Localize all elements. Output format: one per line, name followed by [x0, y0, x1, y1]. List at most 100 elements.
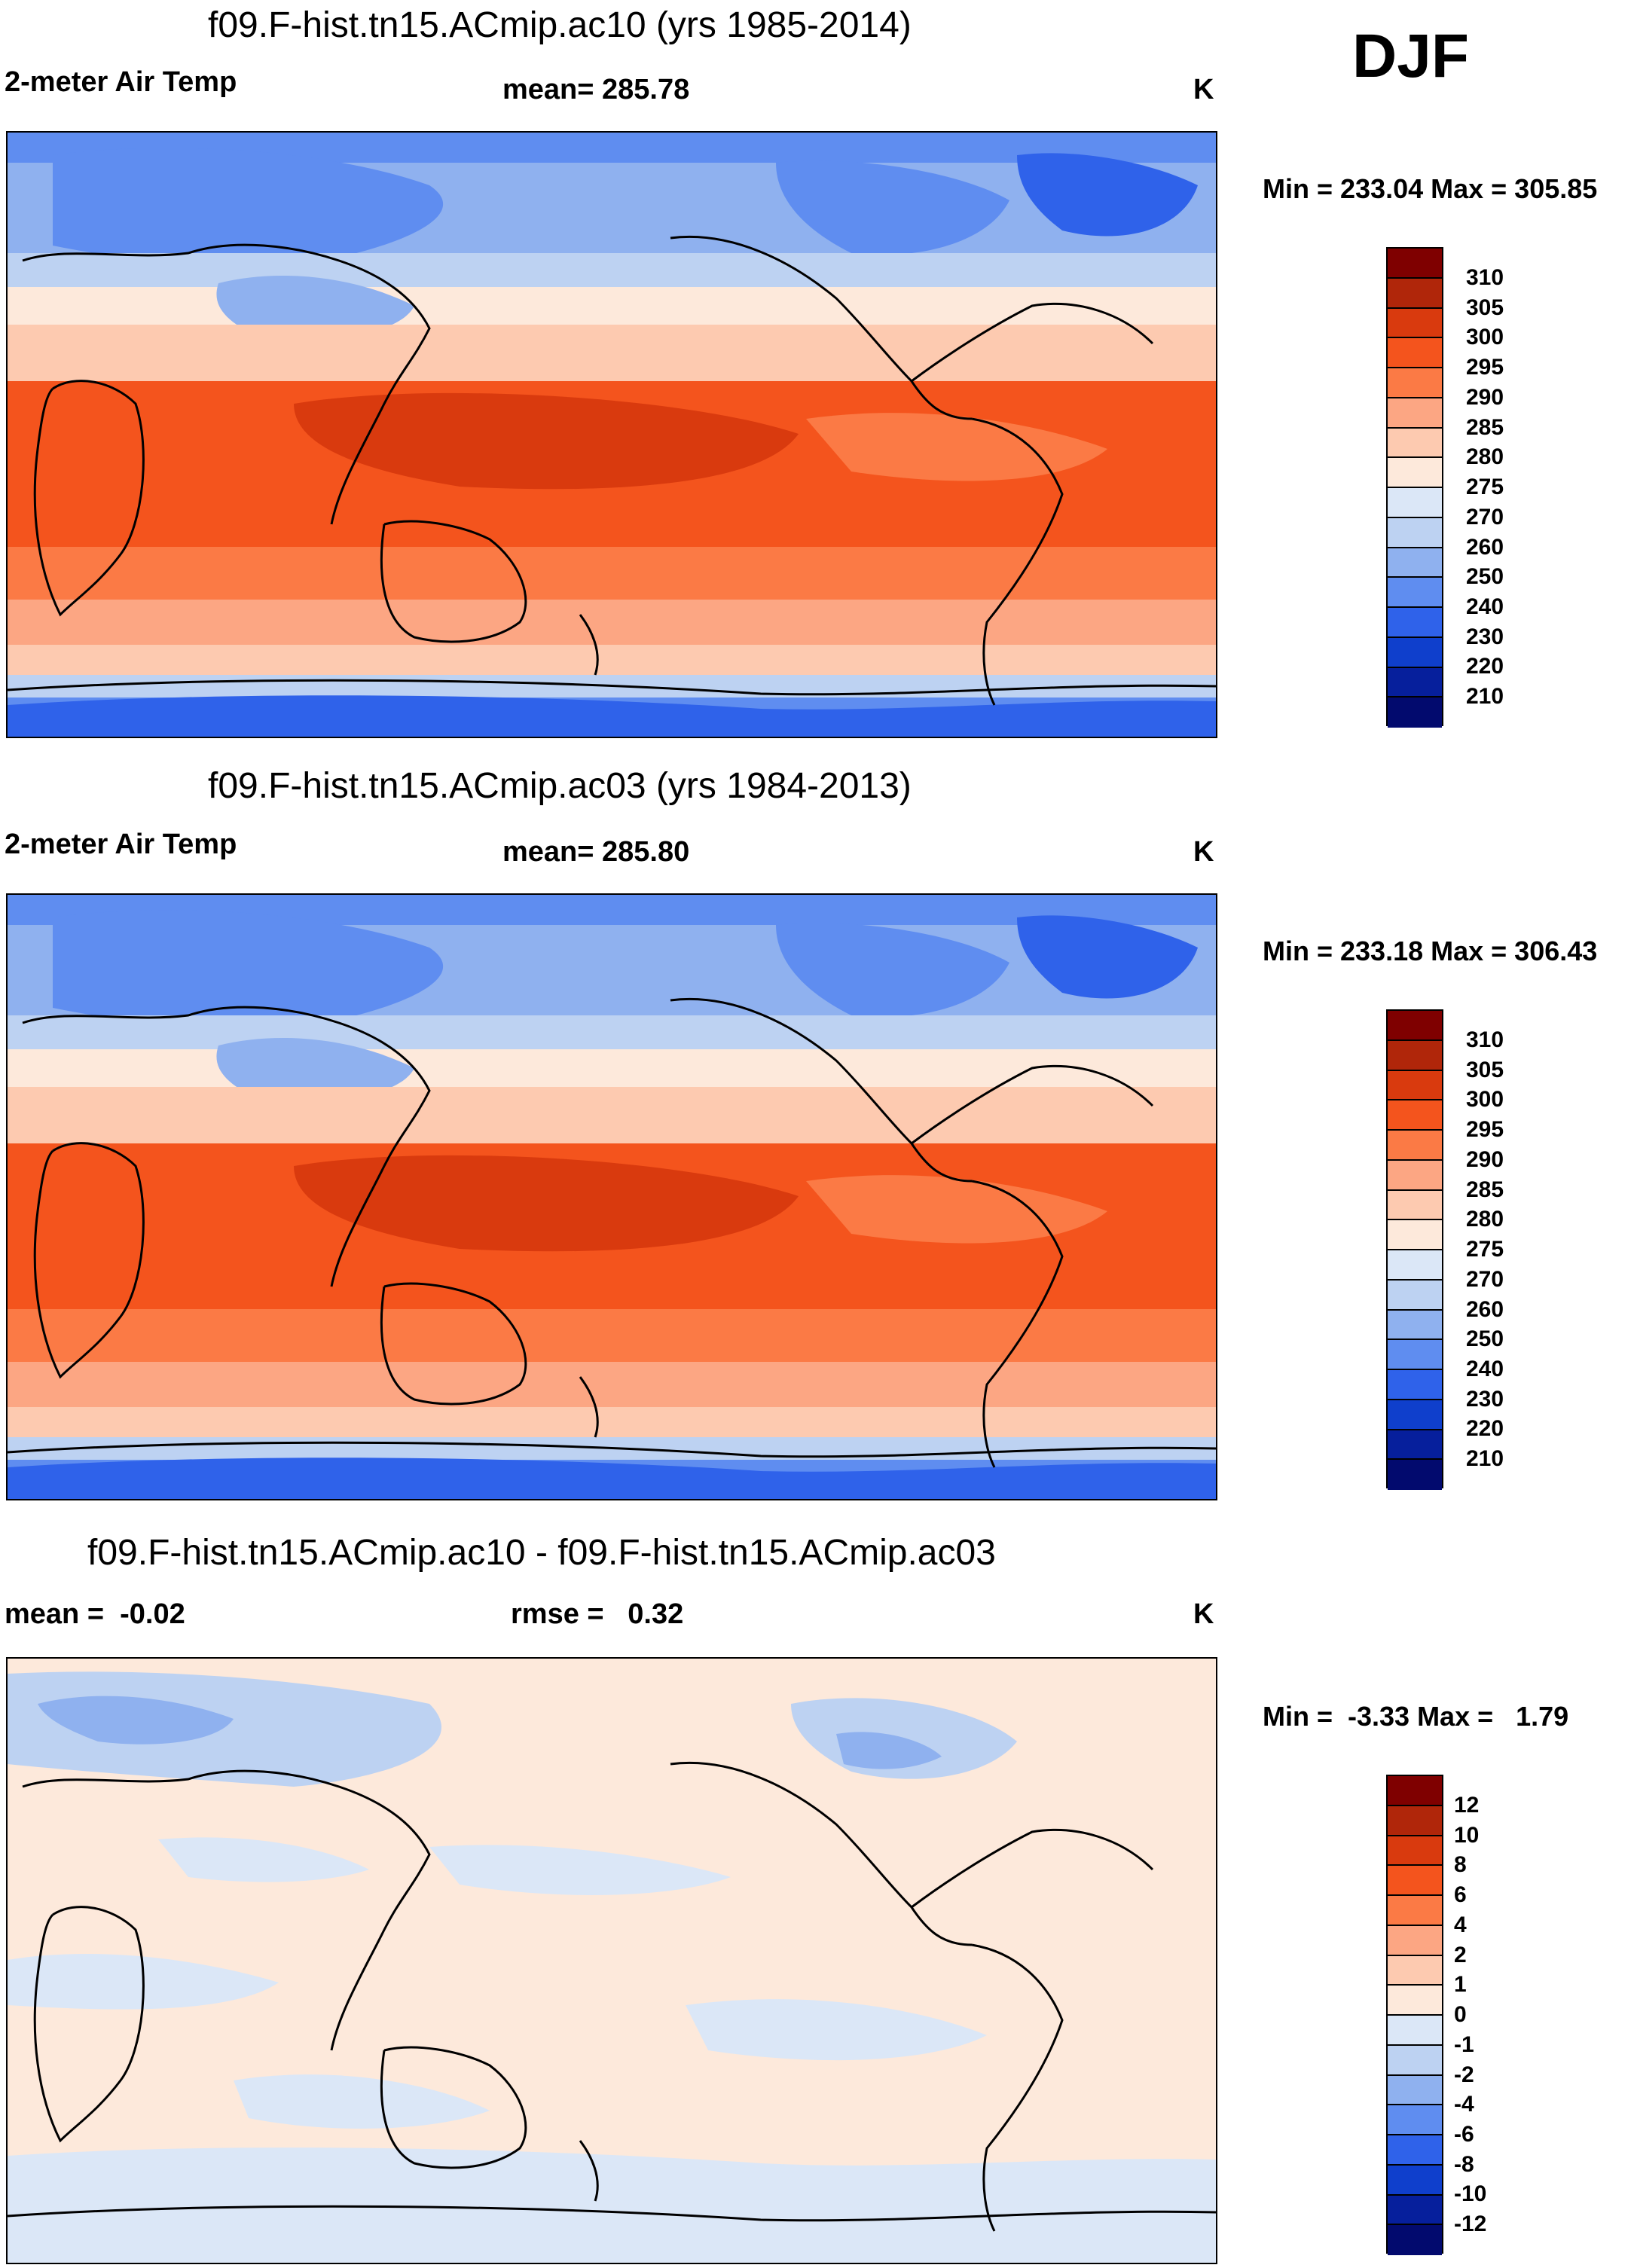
colorbar-tick-label: 295 [1466, 1117, 1504, 1142]
colorbar-cell [1388, 2135, 1442, 2166]
colorbar-cell [1388, 517, 1442, 548]
colorbar-cell [1388, 1160, 1442, 1191]
colorbar-tick-label: 270 [1466, 1267, 1504, 1292]
colorbar-cell [1388, 2075, 1442, 2106]
colorbar-cell [1388, 398, 1442, 429]
colorbar-cell [1388, 278, 1442, 309]
colorbar-tick-label: 295 [1466, 355, 1504, 380]
colorbar-tick-label: 280 [1466, 444, 1504, 469]
colorbar-cell [1388, 338, 1442, 368]
colorbar-cell [1388, 249, 1442, 279]
colorbar-cell [1388, 2016, 1442, 2046]
colorbar-tick-label: 240 [1466, 594, 1504, 619]
colorbar-cell [1388, 1866, 1442, 1896]
colorbar-cell [1388, 368, 1442, 398]
panel2-variable-label: 2-meter Air Temp [5, 829, 237, 860]
colorbar-cell [1388, 1776, 1442, 1806]
colorbar-cell [1388, 697, 1442, 728]
colorbar-cell [1388, 1250, 1442, 1281]
colorbar-cell [1388, 1220, 1442, 1250]
colorbar-cell [1388, 1925, 1442, 1956]
colorbar-cell [1388, 1986, 1442, 2016]
colorbar-cell [1388, 608, 1442, 638]
colorbar-tick-label: 270 [1466, 505, 1504, 530]
colorbar-tick-label: 250 [1466, 1326, 1504, 1351]
colorbar-tick-label: 280 [1466, 1207, 1504, 1232]
colorbar-tick-label: 300 [1466, 1087, 1504, 1112]
colorbar-cell [1388, 2195, 1442, 2226]
panel1-minmax: Min = 233.04 Max = 305.85 [1263, 173, 1598, 204]
panel3-minmax: Min = -3.33 Max = 1.79 [1263, 1701, 1569, 1732]
colorbar-tick-label: 210 [1466, 1446, 1504, 1471]
colorbar-tick-label: 240 [1466, 1357, 1504, 1381]
colorbar-cell [1388, 1280, 1442, 1311]
colorbar-tick-label: 2 [1454, 1943, 1467, 1967]
panel3-units: K [1193, 1598, 1214, 1630]
colorbar-tick-label: -2 [1454, 2062, 1474, 2087]
colorbar-cell [1388, 667, 1442, 698]
colorbar-cell [1388, 1836, 1442, 1867]
colorbar-tick-label: 310 [1466, 1027, 1504, 1052]
colorbar-cell [1388, 1370, 1442, 1400]
colorbar-tick-label: 12 [1454, 1793, 1480, 1818]
panel1-map-field [8, 133, 1216, 737]
colorbar-cell [1388, 488, 1442, 518]
colorbar-tick-label: -8 [1454, 2152, 1474, 2177]
colorbar-cell [1388, 458, 1442, 488]
colorbar-tick-label: 310 [1466, 265, 1504, 290]
colorbar-cell [1388, 2045, 1442, 2076]
panel1-title: f09.F-hist.tn15.ACmip.ac10 (yrs 1985-201… [208, 5, 912, 45]
colorbar-tick-label: 285 [1466, 1177, 1504, 1202]
panel3-map [6, 1657, 1217, 2264]
colorbar-tick-label: 305 [1466, 1058, 1504, 1082]
colorbar-tick-label: 300 [1466, 325, 1504, 350]
colorbar-tick-label: 4 [1454, 1912, 1467, 1937]
colorbar-cell [1388, 578, 1442, 608]
panel1-map [6, 131, 1217, 738]
colorbar-tick-label: 8 [1454, 1852, 1467, 1877]
colorbar-tick-label: -1 [1454, 2032, 1474, 2057]
colorbar-cell [1388, 2105, 1442, 2135]
colorbar-tick-label: 0 [1454, 2002, 1467, 2027]
colorbar-tick-label: -10 [1454, 2181, 1487, 2206]
colorbar-tick-label: -4 [1454, 2092, 1474, 2117]
panel2-mean-label: mean= 285.80 [502, 836, 690, 868]
colorbar-tick-label: 275 [1466, 475, 1504, 499]
colorbar-tick-label: 290 [1466, 385, 1504, 410]
colorbar-tick-label: 290 [1466, 1147, 1504, 1172]
panel1-colorbar [1386, 247, 1443, 728]
panel3-colorbar [1386, 1775, 1443, 2255]
colorbar-cell [1388, 1070, 1442, 1101]
colorbar-cell [1388, 428, 1442, 459]
colorbar-cell [1388, 1011, 1442, 1041]
colorbar-tick-label: 6 [1454, 1882, 1467, 1907]
colorbar-cell [1388, 1460, 1442, 1490]
panel3-mean-label: mean = -0.02 [5, 1598, 185, 1630]
panel3-map-field [8, 1659, 1216, 2263]
colorbar-tick-label: 210 [1466, 684, 1504, 709]
colorbar-tick-label: -6 [1454, 2122, 1474, 2147]
colorbar-cell [1388, 1896, 1442, 1926]
colorbar-tick-label: -12 [1454, 2212, 1487, 2236]
panel3-rmse-label: rmse = 0.32 [511, 1598, 684, 1630]
colorbar-cell [1388, 1340, 1442, 1370]
colorbar-tick-label: 250 [1466, 564, 1504, 589]
colorbar-cell [1388, 2225, 1442, 2255]
colorbar-cell [1388, 1955, 1442, 1986]
colorbar-cell [1388, 1430, 1442, 1461]
colorbar-cell [1388, 1806, 1442, 1836]
colorbar-tick-label: 260 [1466, 1297, 1504, 1322]
panel2-units: K [1193, 836, 1214, 868]
colorbar-cell [1388, 1040, 1442, 1071]
colorbar-tick-label: 230 [1466, 1387, 1504, 1412]
colorbar-tick-label: 220 [1466, 1416, 1504, 1441]
panel2-title: f09.F-hist.tn15.ACmip.ac03 (yrs 1984-201… [208, 766, 912, 806]
panel3-title: f09.F-hist.tn15.ACmip.ac10 - f09.F-hist.… [87, 1533, 996, 1573]
colorbar-cell [1388, 308, 1442, 339]
colorbar-tick-label: 10 [1454, 1823, 1480, 1848]
colorbar-tick-label: 285 [1466, 415, 1504, 440]
colorbar-tick-label: 220 [1466, 654, 1504, 679]
colorbar-tick-label: 260 [1466, 535, 1504, 560]
panel2-minmax: Min = 233.18 Max = 306.43 [1263, 936, 1598, 966]
colorbar-cell [1388, 1310, 1442, 1341]
